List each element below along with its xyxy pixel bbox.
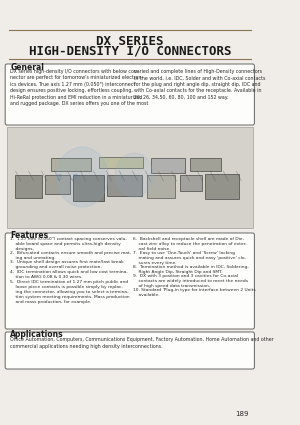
FancyBboxPatch shape (147, 175, 175, 198)
Text: Office Automation, Computers, Communications Equipment, Factory Automation, Home: Office Automation, Computers, Communicat… (11, 337, 274, 348)
Text: 189: 189 (236, 411, 249, 417)
Text: 2.  Bifurcated contacts ensure smooth and precise mat-
    ing and unmating.: 2. Bifurcated contacts ensure smooth and… (10, 251, 131, 260)
Circle shape (56, 147, 108, 207)
FancyBboxPatch shape (5, 233, 254, 329)
Text: DX SERIES: DX SERIES (96, 34, 164, 48)
Text: 9.  DX with 3 position and 3 cavities for Co-axial
    contacts are widely intro: 9. DX with 3 position and 3 cavities for… (133, 274, 248, 288)
FancyBboxPatch shape (99, 156, 143, 167)
FancyBboxPatch shape (179, 175, 202, 190)
Text: HIGH-DENSITY I/O CONNECTORS: HIGH-DENSITY I/O CONNECTORS (28, 45, 231, 57)
Text: 4.  IDC termination allows quick and low cost termina-
    tion to AWG 0.08 & 0.: 4. IDC termination allows quick and low … (10, 270, 128, 279)
Text: Applications: Applications (11, 330, 64, 339)
FancyBboxPatch shape (5, 332, 254, 369)
Text: 7.  Easy to use 'One-Touch' and 'Screw' locking
    mating and assures quick and: 7. Easy to use 'One-Touch' and 'Screw' l… (133, 251, 247, 265)
FancyBboxPatch shape (45, 175, 70, 193)
Text: 5.  Direct IDC termination of 1.27 mm pitch public and
    loose piece contacts : 5. Direct IDC termination of 1.27 mm pit… (10, 280, 129, 303)
Text: 6.  Backshell and receptacle shell are made of Die-
    cast zinc alloy to reduc: 6. Backshell and receptacle shell are ma… (133, 237, 247, 251)
Text: 1.  1.27 mm (0.050") contact spacing conserves valu-
    able board space and pe: 1. 1.27 mm (0.050") contact spacing cons… (10, 237, 127, 251)
FancyBboxPatch shape (206, 173, 239, 198)
FancyBboxPatch shape (151, 158, 185, 173)
FancyBboxPatch shape (5, 64, 254, 125)
Text: varied and complete lines of High-Density connectors
in the world, i.e. IDC, Sol: varied and complete lines of High-Densit… (134, 69, 266, 99)
FancyBboxPatch shape (107, 175, 142, 196)
Text: 3.  Unique shell design assures first mate/last break
    grounding and overall : 3. Unique shell design assures first mat… (10, 261, 123, 269)
Text: General: General (11, 63, 44, 72)
FancyBboxPatch shape (15, 175, 42, 198)
FancyBboxPatch shape (73, 175, 104, 201)
Text: 10. Standard 'Plug-in type for interface between 2 Units
    available.: 10. Standard 'Plug-in type for interface… (133, 288, 256, 297)
FancyBboxPatch shape (190, 158, 221, 170)
Text: Features: Features (11, 231, 49, 240)
Text: з   л: з л (57, 172, 78, 182)
Circle shape (115, 153, 153, 197)
Text: 8.  Termination method is available in IDC, Soldering,
    Right Angle Dip, Stra: 8. Termination method is available in ID… (133, 265, 249, 274)
FancyBboxPatch shape (52, 158, 91, 170)
Text: DX series high-density I/O connectors with below con-
nector are perfect for tom: DX series high-density I/O connectors wi… (11, 69, 149, 106)
FancyBboxPatch shape (7, 127, 253, 228)
